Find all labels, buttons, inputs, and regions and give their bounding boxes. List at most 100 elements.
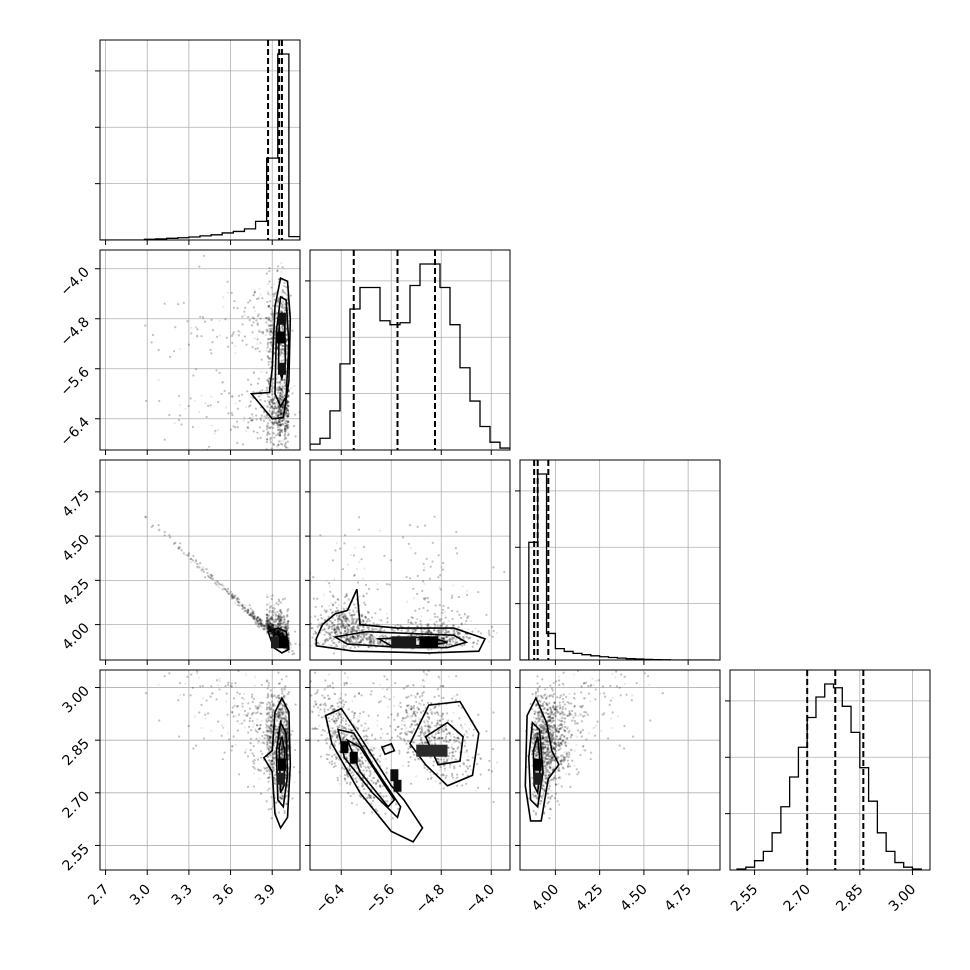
sample-point bbox=[278, 394, 281, 397]
sample-point bbox=[268, 623, 271, 626]
sample-point bbox=[265, 272, 268, 275]
sample-point bbox=[281, 391, 284, 394]
sample-point bbox=[231, 395, 234, 398]
sample-point bbox=[286, 423, 290, 427]
sample-point bbox=[231, 595, 234, 599]
sample-point bbox=[283, 378, 286, 381]
sample-point bbox=[279, 608, 282, 612]
sample-point bbox=[269, 398, 273, 401]
sample-point bbox=[253, 317, 256, 320]
sample-point bbox=[280, 359, 283, 362]
sample-point bbox=[259, 317, 262, 320]
sample-point bbox=[256, 615, 259, 618]
sample-point bbox=[272, 442, 275, 446]
sample-point bbox=[269, 398, 273, 401]
sample-point bbox=[276, 405, 280, 408]
sample-point bbox=[269, 366, 272, 370]
sample-point bbox=[286, 401, 289, 404]
sample-point bbox=[267, 383, 271, 386]
sample-point bbox=[286, 424, 289, 427]
sample-point bbox=[189, 397, 192, 400]
sample-point bbox=[277, 410, 280, 413]
sample-point bbox=[276, 411, 280, 414]
sample-point bbox=[179, 414, 182, 417]
panel-0-0 bbox=[95, 39, 301, 245]
sample-point bbox=[286, 424, 289, 427]
sample-point bbox=[266, 432, 269, 435]
sample-point bbox=[266, 626, 269, 629]
sample-point bbox=[285, 646, 289, 650]
sample-point bbox=[277, 298, 280, 301]
sample-point bbox=[268, 358, 271, 361]
sample-point bbox=[268, 626, 271, 630]
sample-point bbox=[234, 602, 237, 605]
sample-point bbox=[168, 413, 171, 417]
sample-point bbox=[282, 379, 285, 382]
sample-point bbox=[190, 332, 193, 335]
sample-point bbox=[229, 428, 232, 431]
sample-point bbox=[282, 383, 285, 386]
sample-point bbox=[277, 410, 280, 413]
sample-point bbox=[279, 310, 282, 313]
sample-point bbox=[281, 288, 284, 292]
sample-point bbox=[179, 414, 182, 417]
sample-point bbox=[277, 405, 281, 409]
sample-point bbox=[272, 630, 275, 633]
sample-point bbox=[283, 426, 287, 429]
sample-point bbox=[259, 293, 262, 296]
sample-point bbox=[174, 541, 177, 544]
sample-point bbox=[280, 414, 283, 417]
sample-point bbox=[222, 305, 225, 308]
sample-point bbox=[217, 400, 220, 404]
sample-point bbox=[150, 525, 153, 528]
sample-point bbox=[221, 588, 224, 591]
sample-point bbox=[269, 622, 272, 625]
sample-point bbox=[266, 378, 269, 381]
sample-point bbox=[275, 630, 278, 633]
sample-point bbox=[281, 624, 284, 627]
sample-point bbox=[270, 447, 273, 450]
sample-point bbox=[231, 395, 234, 398]
sample-point bbox=[278, 431, 281, 434]
sample-point bbox=[200, 335, 203, 338]
sample-point bbox=[266, 378, 269, 381]
sample-point bbox=[282, 404, 285, 407]
sample-point bbox=[284, 428, 288, 431]
sample-point bbox=[273, 420, 276, 424]
sample-point bbox=[204, 567, 207, 571]
sample-point bbox=[273, 420, 276, 424]
sample-point bbox=[275, 412, 278, 415]
sample-point bbox=[256, 322, 259, 325]
sample-point bbox=[286, 415, 289, 418]
sample-point bbox=[266, 393, 269, 396]
sample-point bbox=[278, 388, 281, 392]
sample-point bbox=[287, 608, 290, 611]
sample-point bbox=[271, 400, 274, 403]
sample-point bbox=[275, 311, 278, 314]
sample-point bbox=[272, 630, 275, 633]
sample-point bbox=[269, 625, 272, 628]
sample-point bbox=[281, 328, 285, 331]
sample-point bbox=[262, 404, 266, 407]
sample-point bbox=[289, 641, 292, 645]
sample-point bbox=[252, 612, 255, 615]
sample-point bbox=[277, 443, 280, 447]
sample-point bbox=[266, 625, 269, 628]
sample-point bbox=[275, 630, 278, 634]
sample-point bbox=[285, 626, 288, 630]
sample-point bbox=[199, 315, 202, 318]
sample-point bbox=[269, 627, 272, 630]
sample-point bbox=[263, 628, 266, 631]
sample-point bbox=[271, 400, 274, 403]
sample-point bbox=[281, 325, 284, 328]
sample-point bbox=[283, 626, 286, 629]
sample-point bbox=[287, 415, 290, 418]
sample-point bbox=[267, 304, 270, 308]
sample-point bbox=[285, 339, 288, 342]
sample-point bbox=[284, 433, 287, 436]
sample-point bbox=[265, 623, 269, 626]
sample-point bbox=[266, 433, 269, 436]
sample-point bbox=[238, 399, 241, 403]
sample-point bbox=[278, 629, 281, 632]
sample-point bbox=[275, 412, 278, 415]
